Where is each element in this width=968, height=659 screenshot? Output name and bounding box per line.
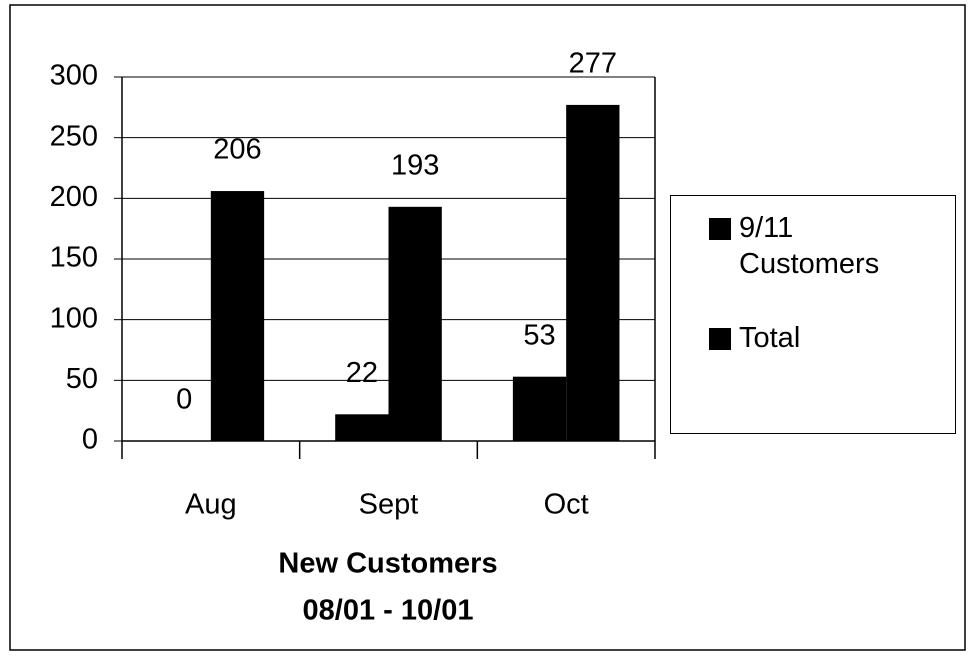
y-tick-label: 250 — [50, 120, 98, 152]
y-tick-label: 300 — [50, 60, 98, 92]
legend-entry: 9/11 Customers — [709, 210, 919, 282]
y-tick-label: 150 — [50, 242, 98, 274]
data-label: 22 — [346, 357, 378, 389]
data-label: 277 — [569, 48, 617, 80]
x-axis-subtitle: 08/01 - 10/01 — [303, 595, 474, 627]
x-tick-label: Oct — [544, 489, 589, 521]
legend: 9/11 Customers Total — [670, 195, 956, 434]
data-label: 53 — [523, 319, 555, 351]
bar — [210, 191, 265, 441]
data-label: 0 — [176, 384, 192, 416]
legend-swatch — [709, 328, 731, 350]
bar — [566, 104, 620, 441]
y-tick-label: 0 — [82, 424, 98, 456]
bar — [512, 376, 567, 441]
legend-swatch — [709, 218, 731, 240]
y-tick-label: 100 — [50, 302, 98, 334]
frame — [9, 4, 966, 651]
data-label: 193 — [391, 149, 439, 181]
bar — [388, 206, 442, 441]
legend-label: 9/11 Customers — [739, 212, 880, 280]
legend-entry: Total — [709, 320, 919, 356]
x-tick-label: Aug — [185, 489, 237, 521]
x-axis-title: New Customers — [278, 548, 497, 580]
legend-label: Total — [739, 322, 801, 354]
y-tick-label: 50 — [66, 363, 98, 395]
y-tick-label: 200 — [50, 181, 98, 213]
x-tick-label: Sept — [359, 489, 419, 521]
data-label: 206 — [213, 134, 261, 166]
bar — [335, 414, 389, 441]
